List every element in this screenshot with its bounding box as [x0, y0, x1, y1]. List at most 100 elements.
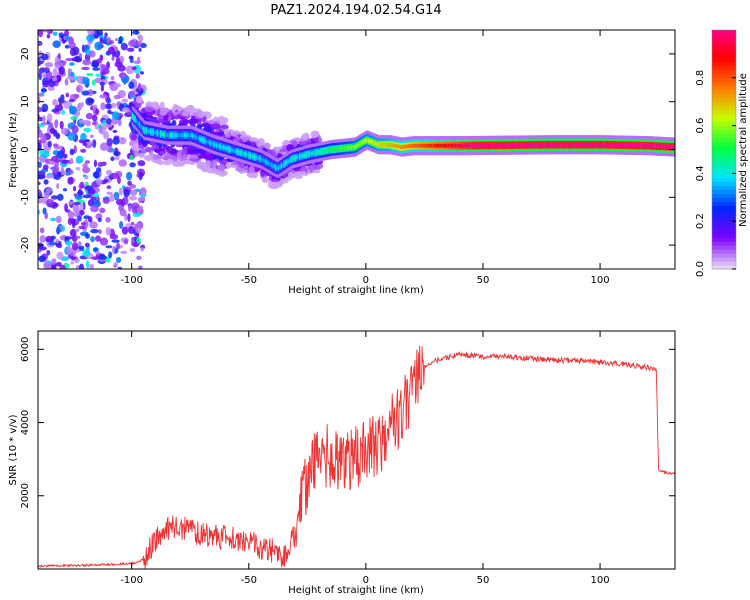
spectrogram-cell	[487, 143, 490, 148]
spectrogram-cell	[398, 144, 402, 149]
spectrogram-cell	[79, 203, 84, 211]
spectrogram-cell	[624, 143, 628, 148]
spectrogram-cell	[645, 143, 649, 148]
spectrogram-cell	[80, 222, 86, 226]
colorbar-band	[712, 225, 736, 230]
spectrogram-cell	[436, 143, 439, 148]
colorbar-band	[712, 193, 736, 198]
spectrogram-cell	[60, 127, 69, 135]
spectrogram-cell	[491, 143, 494, 148]
spectrogram-cell	[106, 61, 111, 69]
spectrogram-cell	[38, 41, 43, 46]
spectrogram-cell	[91, 79, 97, 86]
spectrogram-cell	[83, 127, 92, 133]
spectrogram-cell	[480, 143, 483, 148]
spectrogram-cell	[82, 59, 92, 66]
spectrogram-cell	[95, 108, 100, 116]
spectrogram-cell	[213, 142, 216, 147]
spectrogram-cell	[85, 260, 90, 269]
spectrogram-cell	[421, 143, 424, 148]
colorbar-band	[712, 101, 736, 107]
spectrogram-cell	[536, 142, 539, 147]
spectrogram-cell	[70, 157, 74, 165]
spectrogram-cell	[80, 148, 87, 153]
spectrogram-cell	[43, 191, 50, 199]
spectrogram-cell	[317, 150, 320, 155]
spectrogram-cell	[108, 194, 115, 203]
spectrogram-cell	[338, 146, 341, 151]
spectrogram-cell	[106, 118, 112, 125]
spectrogram-cell	[99, 94, 108, 99]
spectrogram-cell	[654, 144, 657, 148]
spectrogram-cell	[110, 172, 120, 180]
snr-x-tick-label: -50	[241, 575, 257, 586]
spectrogram-cell	[79, 119, 87, 124]
colorbar-band	[712, 241, 736, 246]
spectrogram-cell	[244, 152, 247, 156]
spectrogram-cell	[456, 143, 459, 148]
spectrogram-cell	[188, 118, 197, 124]
spectrogram-cell	[672, 145, 675, 149]
spectrogram-cell	[217, 164, 226, 172]
spectrogram-cell	[135, 95, 143, 104]
spectrogram-cell	[220, 144, 223, 149]
spectrogram-cell	[328, 148, 331, 152]
spectrogram-cell	[90, 229, 99, 234]
snr-x-ticks: -100 -50 0 50 100	[120, 331, 610, 586]
colorbar-band	[712, 149, 736, 155]
spectrogram-cell	[298, 138, 306, 142]
spectrogram-cell	[402, 144, 406, 149]
spectrogram-cell	[65, 92, 70, 98]
spectrogram-cell	[376, 142, 379, 147]
spectrogram-cell	[595, 142, 598, 147]
spectrogram-cell	[210, 141, 213, 146]
spectrogram-cell	[84, 181, 89, 187]
spectrogram-cell	[69, 48, 77, 57]
colorbar-band	[712, 161, 736, 167]
spectrogram-cell	[200, 161, 205, 166]
spectrogram-cell	[138, 152, 145, 158]
spectrogram-cell	[615, 143, 618, 147]
spectrogram-cell	[82, 142, 88, 146]
spectrogram-cell	[301, 171, 306, 175]
spectrogram-cell	[65, 172, 71, 176]
spectrogram-cell	[308, 165, 314, 173]
spectrogram-cell	[180, 133, 184, 138]
spectrogram-cell	[138, 265, 143, 269]
spectrogram-cell	[97, 217, 102, 223]
spectrogram-cell	[591, 142, 594, 147]
spectrogram-cell	[40, 88, 48, 93]
spectrogram-cell	[96, 30, 103, 36]
spectrogram-cell	[270, 178, 279, 183]
spectrogram-cell	[596, 142, 600, 147]
spectrogram-cell	[495, 143, 499, 148]
spectrogram-cell	[78, 245, 85, 250]
spectrogram-cell	[84, 242, 90, 248]
spectrogram-cell	[61, 159, 68, 164]
spectrogram-cell	[41, 53, 49, 61]
spectrogram-cell	[276, 166, 279, 171]
spectrogram-cell	[265, 159, 268, 164]
spectrogram-cell	[166, 133, 170, 138]
spectrogram-cell	[118, 159, 128, 167]
spectrogram-cell	[136, 236, 141, 245]
colorbar-band	[712, 145, 736, 151]
spectrogram-cell	[129, 162, 136, 168]
spectrogram-cell	[75, 155, 84, 164]
colorbar-tick-label: 0.6	[695, 118, 706, 134]
spectrogram-cell	[658, 144, 662, 149]
spectrogram-cell	[61, 109, 66, 115]
colorbar-band	[712, 261, 736, 266]
colorbar-band	[712, 141, 736, 147]
spectrogram-cell	[146, 157, 152, 162]
spectrogram-cell	[128, 39, 137, 47]
spectrogram-cell	[488, 143, 491, 148]
spectrogram-cell	[210, 131, 221, 135]
spectrogram-cell	[118, 36, 123, 44]
colorbar-gradient	[712, 30, 736, 270]
spectrogram-cell	[38, 106, 43, 113]
spectrogram-cell	[286, 160, 289, 165]
spectrogram-cell	[411, 143, 414, 148]
spectrogram-cell	[71, 57, 78, 62]
